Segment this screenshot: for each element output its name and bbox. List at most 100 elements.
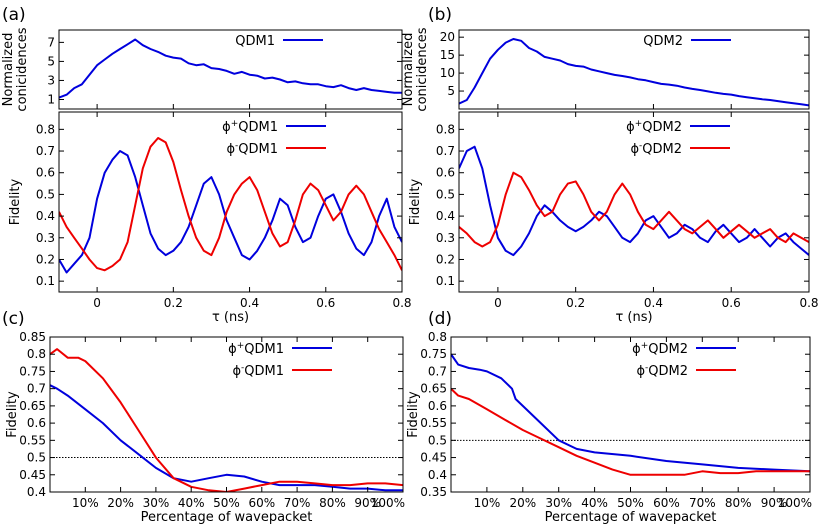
x-tick-label: 0.8 xyxy=(799,296,818,310)
x-tick-label: 20% xyxy=(107,496,134,510)
y-tick-label: 1 xyxy=(47,92,55,106)
y-tick-label: 0.7 xyxy=(428,364,447,378)
x-tick-label: 0.8 xyxy=(392,296,411,310)
series-line-1 xyxy=(459,171,809,248)
y-tick-label: 0.65 xyxy=(19,399,46,413)
y-tick-label: 0.4 xyxy=(36,209,55,223)
panel-d: 0.35 0.4 0.45 0.5 0.55 0.6 0.65 0.7 0.75 0.8 10% 20… xyxy=(406,309,812,524)
x-tick-label: 80% xyxy=(319,496,346,510)
series-line-1 xyxy=(451,387,810,476)
legend-label-0: ϕ+QDM2 xyxy=(632,341,688,357)
y-tick-label: 0.2 xyxy=(36,252,55,266)
legend-label-1: ϕ-QDM2 xyxy=(630,141,682,157)
panel-label: (a) xyxy=(2,5,26,25)
y-tick-label: 0.8 xyxy=(428,330,447,344)
x-tick-label: 10% xyxy=(72,496,99,510)
y-tick-label: 5 xyxy=(447,84,455,98)
y-tick-label: 0.85 xyxy=(19,330,46,344)
x-tick-label: 60% xyxy=(653,496,680,510)
y-axis-label: Fidelity xyxy=(8,178,23,225)
plot-frame xyxy=(49,336,404,493)
plot-frame xyxy=(458,111,810,293)
y-tick-label: 0.45 xyxy=(420,451,447,465)
panel-b_mid: 0.1 0.2 0.3 0.4 0.5 0.6 0.7 0.8 0 0.2 0.4 0.6 0.8 τ (… xyxy=(408,111,819,325)
y-tick-label: 0.5 xyxy=(36,187,55,201)
x-tick-label: 0.2 xyxy=(566,296,585,310)
y-axis-label: Fidelity xyxy=(408,178,423,225)
y-tick-label: 0.75 xyxy=(420,347,447,361)
y-tick-label: 0.8 xyxy=(36,122,55,136)
x-tick-label: 0.4 xyxy=(240,296,259,310)
y-tick-label: 0.3 xyxy=(436,231,455,245)
legend-label-0: QDM1 xyxy=(235,34,275,49)
x-tick-label: 10% xyxy=(474,496,501,510)
y-tick-label: 0.2 xyxy=(436,252,455,266)
y-tick-label: 0.1 xyxy=(436,274,455,288)
legend-label-0: ϕ+QDM1 xyxy=(228,341,284,357)
x-axis-label: Percentage of wavepacket xyxy=(545,510,717,524)
y-tick-label: 5 xyxy=(47,54,55,68)
y-tick-label: 0.3 xyxy=(36,231,55,245)
x-tick-label: 0.4 xyxy=(644,296,663,310)
y-tick-label: 0.75 xyxy=(19,364,46,378)
y-axis-label: Normalizedconicidences xyxy=(1,27,30,111)
y-tick-label: 0.8 xyxy=(27,347,46,361)
y-tick-label: 0.4 xyxy=(436,209,455,223)
panel-b_top: 5 10 15 20 Normalizedconicidences QDM2 (b) xyxy=(401,5,810,112)
y-axis-label: Fidelity xyxy=(5,391,20,438)
legend-label-0: ϕ+QDM1 xyxy=(222,119,278,135)
x-tick-label: 50% xyxy=(213,496,240,510)
legend-label-0: QDM2 xyxy=(643,34,683,49)
x-tick-label: 20% xyxy=(509,496,536,510)
panel-label: (c) xyxy=(2,309,25,329)
x-tick-label: 80% xyxy=(725,496,752,510)
y-tick-label: 0.45 xyxy=(19,468,46,482)
series-line-0 xyxy=(50,384,403,492)
legend-label-1: ϕ-QDM1 xyxy=(226,141,278,157)
y-tick-label: 15 xyxy=(440,48,455,62)
y-tick-label: 0.55 xyxy=(420,416,447,430)
y-tick-label: 20 xyxy=(440,30,455,44)
y-tick-label: 0.4 xyxy=(27,485,46,499)
panel-label: (b) xyxy=(428,5,452,25)
x-tick-label: 0 xyxy=(494,296,502,310)
x-tick-label: 0 xyxy=(93,296,101,310)
series-line-1 xyxy=(59,137,402,272)
panel-label: (d) xyxy=(428,309,452,329)
y-tick-label: 0.55 xyxy=(19,433,46,447)
x-axis-label: τ (ns) xyxy=(615,310,652,325)
series-line-0 xyxy=(459,38,809,107)
x-tick-label: 30% xyxy=(545,496,572,510)
y-tick-label: 0.6 xyxy=(27,416,46,430)
x-tick-label: 0.2 xyxy=(164,296,183,310)
legend-label-1: ϕ-QDM1 xyxy=(232,363,284,379)
x-tick-label: 40% xyxy=(581,496,608,510)
series-line-0 xyxy=(451,353,810,473)
y-tick-label: 0.4 xyxy=(428,468,447,482)
y-tick-label: 0.7 xyxy=(27,382,46,396)
x-tick-label: 100% xyxy=(371,496,405,510)
y-tick-label: 7 xyxy=(47,35,55,49)
y-tick-label: 0.6 xyxy=(428,399,447,413)
panel-a_top: 1 3 5 7 Normalizedconicidences QDM1 (a) xyxy=(1,5,403,112)
panel-a_mid: 0.1 0.2 0.3 0.4 0.5 0.6 0.7 0.8 0 0.2 0.4 0.6 0.8 τ (… xyxy=(8,111,412,325)
panel-c: 0.4 0.45 0.5 0.55 0.6 0.65 0.7 0.75 0.8 0.85 10% 20… xyxy=(2,309,405,524)
y-tick-label: 0.65 xyxy=(420,382,447,396)
x-tick-label: 0.6 xyxy=(722,296,741,310)
x-tick-label: 50% xyxy=(617,496,644,510)
series-line-0 xyxy=(59,150,402,274)
series-line-0 xyxy=(59,38,402,99)
plot-frame xyxy=(58,29,403,110)
y-tick-label: 0.5 xyxy=(27,451,46,465)
y-tick-label: 3 xyxy=(47,73,55,87)
x-tick-label: 40% xyxy=(178,496,205,510)
y-tick-label: 0.7 xyxy=(36,144,55,158)
y-tick-label: 10 xyxy=(440,66,455,80)
legend-label-0: ϕ+QDM2 xyxy=(626,119,682,135)
y-tick-label: 0.6 xyxy=(36,166,55,180)
plot-frame xyxy=(458,29,810,110)
y-tick-label: 0.8 xyxy=(436,122,455,136)
y-tick-label: 0.5 xyxy=(436,187,455,201)
legend-label-1: ϕ-QDM2 xyxy=(636,363,688,379)
